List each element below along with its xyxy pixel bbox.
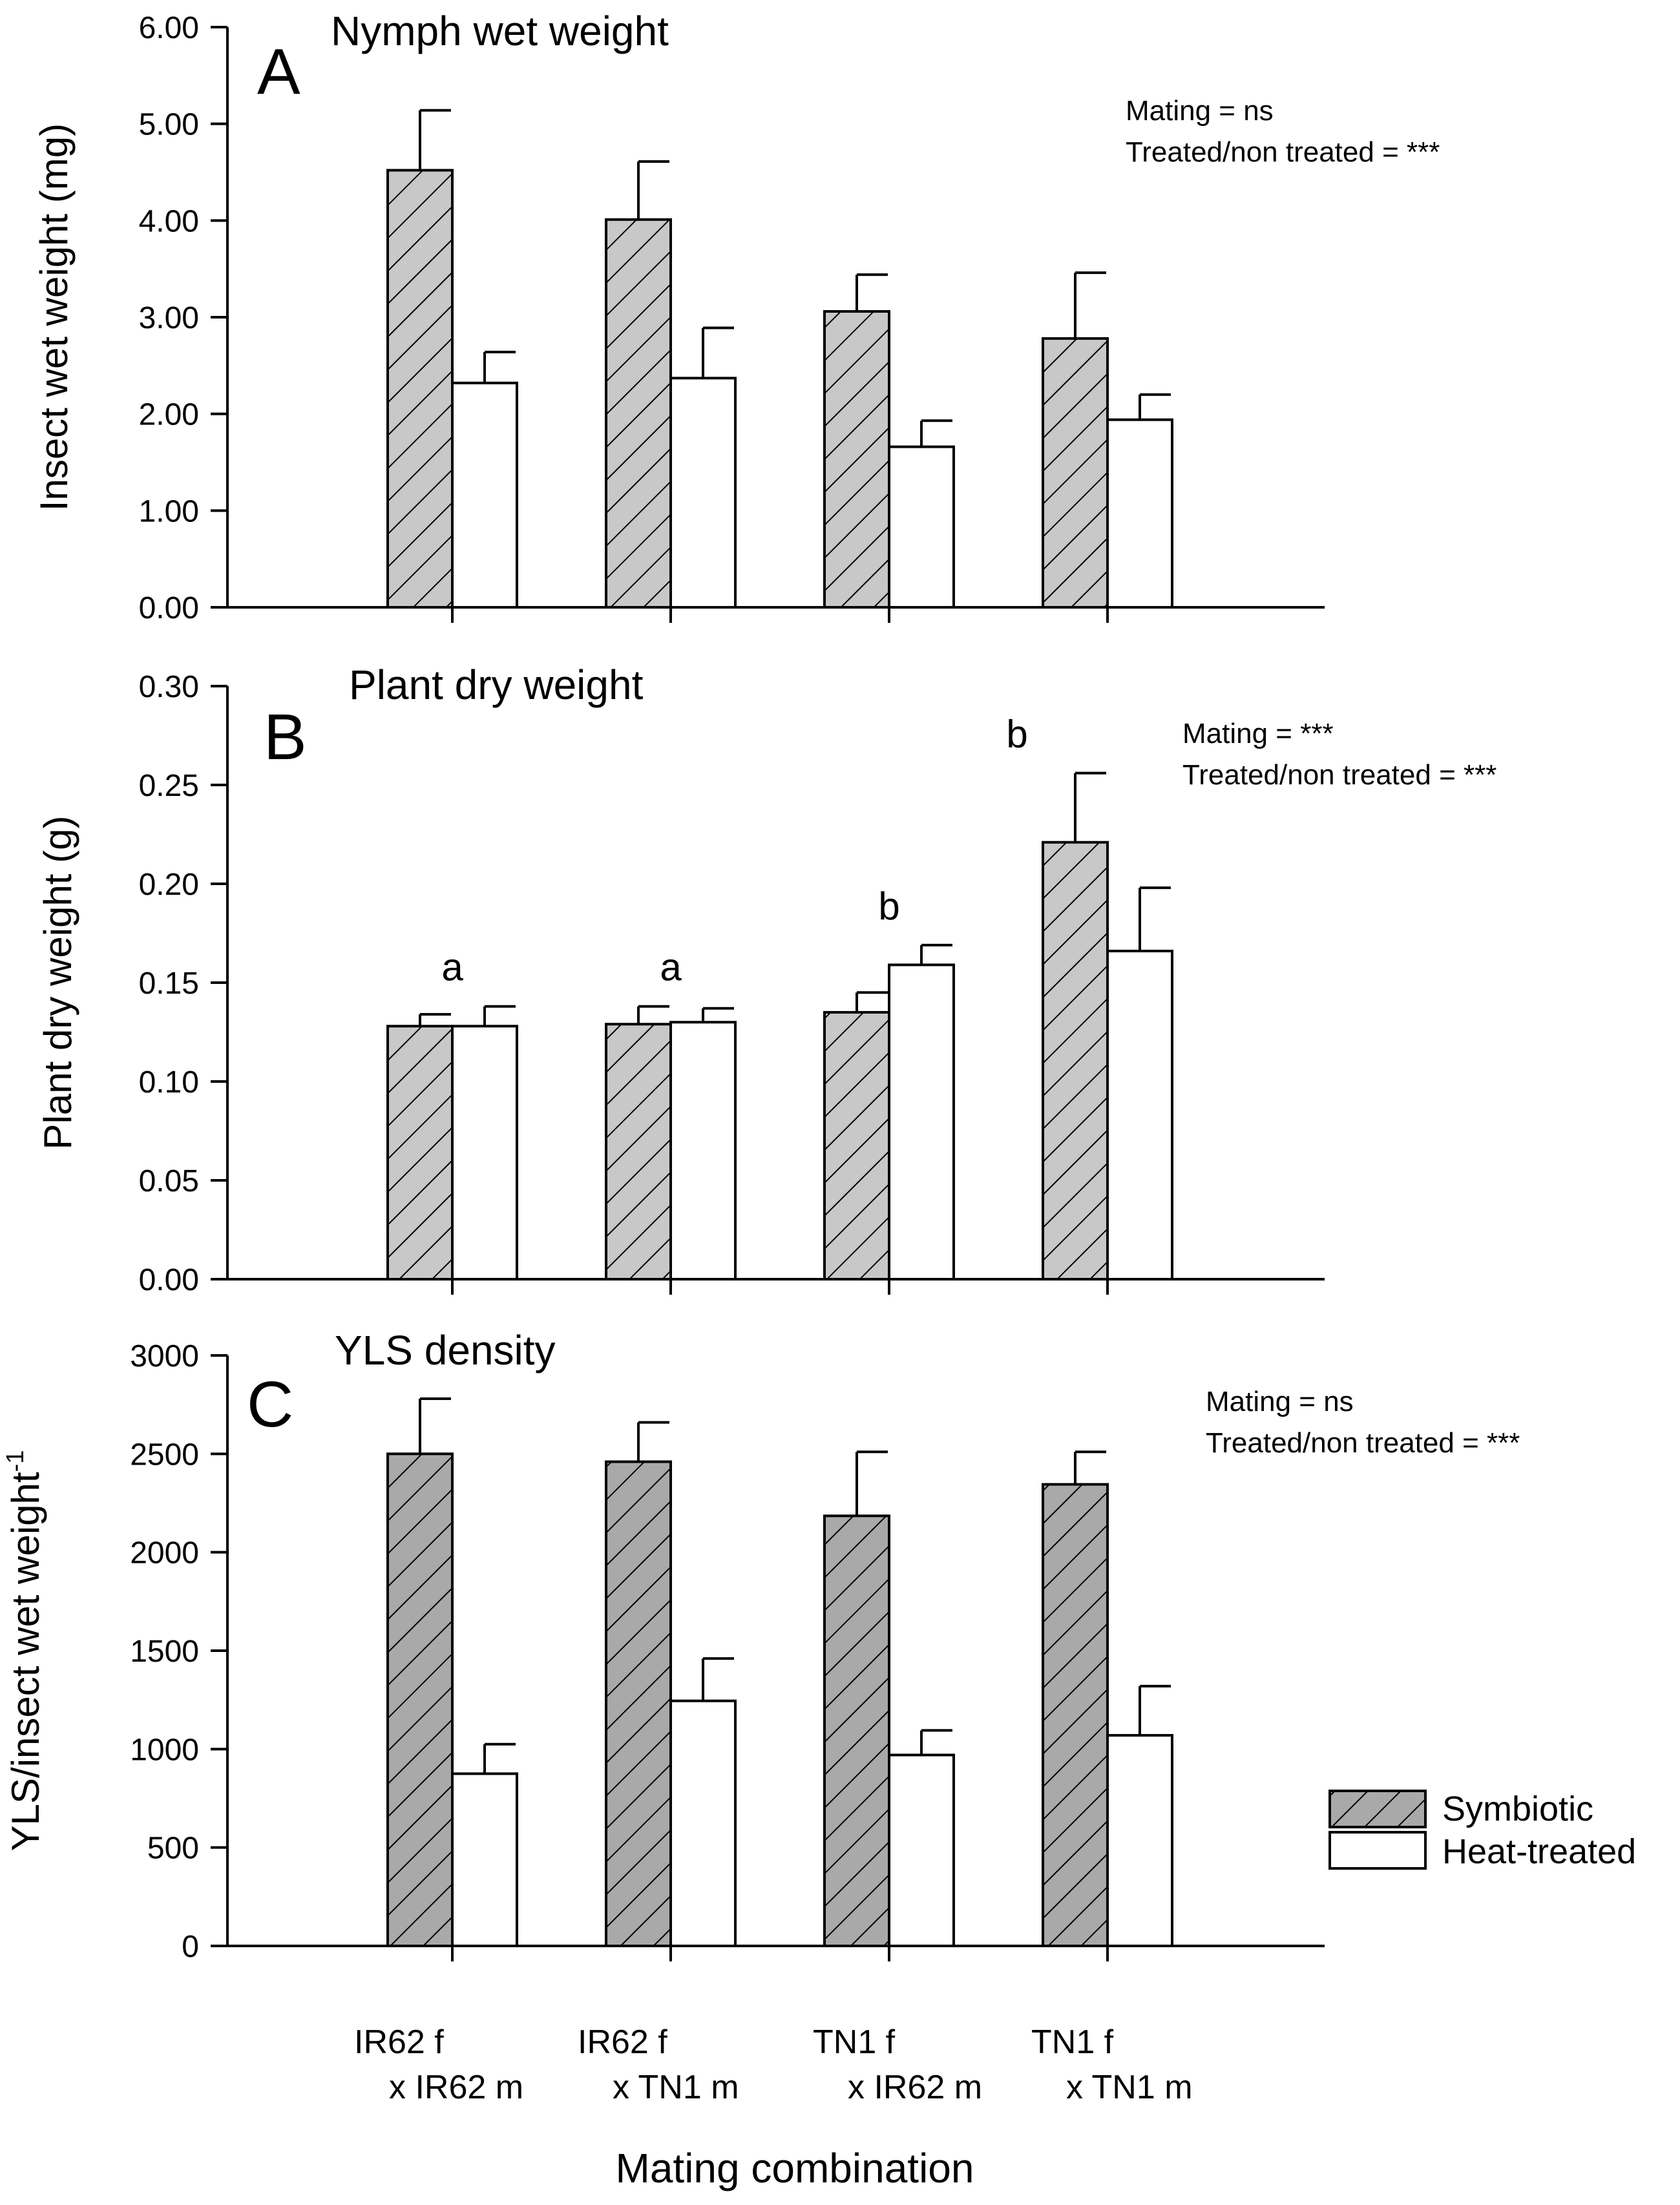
panel-c-stats-line: Mating = ns — [1206, 1386, 1354, 1417]
panel-c-y-tick-label: 2500 — [130, 1437, 199, 1472]
panel-b-y-tick-label: 0.05 — [139, 1164, 199, 1198]
panel-c-bar-heat-treated — [888, 1753, 955, 1948]
panel-b-significance-letter: a — [441, 946, 463, 989]
x-category-label-line2: x IR62 m — [389, 2069, 523, 2106]
panel-c-bar-symbiotic — [1042, 1483, 1109, 1947]
panel-c-y-axis-label: YLS/insect wet weight-1 — [2, 1450, 47, 1852]
panel-a-bar-symbiotic — [823, 310, 890, 609]
panel-a-y-tick-label: 2.00 — [139, 398, 199, 432]
panel-b-bar-symbiotic — [1042, 841, 1109, 1280]
panel-b-bar-heat-treated — [888, 963, 955, 1280]
panel-a-y-tick-label: 4.00 — [139, 204, 199, 238]
panel-b-title: Plant dry weight — [349, 662, 644, 708]
panel-b-letter: B — [264, 701, 307, 773]
panel-b-bar-symbiotic — [386, 1025, 454, 1280]
panel-a-y-tick-label: 3.00 — [139, 301, 199, 335]
panel-c-stats-line: Treated/non treated = *** — [1206, 1427, 1520, 1459]
panel-a-bar-symbiotic — [386, 169, 454, 609]
panel-b-significance-letter: b — [878, 884, 899, 928]
panel-a-bar-symbiotic — [605, 218, 672, 609]
panel-c-y-tick-label: 1000 — [130, 1733, 199, 1767]
panel-c-y-tick-label: 1500 — [130, 1635, 199, 1669]
panel-c-bar-symbiotic — [823, 1514, 890, 1947]
panel-b-y-tick-label: 0.00 — [139, 1263, 199, 1297]
panel-a-letter: A — [257, 36, 300, 108]
panel-a-y-axis-label: Insect wet weight (mg) — [32, 123, 76, 511]
panel-b-y-tick-label: 0.10 — [139, 1065, 199, 1100]
panel-a-bar-heat-treated — [1106, 418, 1173, 609]
panel-c-y-axis-label-superscript: -1 — [2, 1450, 29, 1472]
panel-a-bar-heat-treated — [669, 377, 737, 609]
legend-label-heat-treated: Heat-treated — [1442, 1832, 1636, 1871]
panel-c-y-tick-label: 0 — [182, 1930, 199, 1964]
panel-c-title: YLS density — [335, 1327, 556, 1374]
panel-c-y-tick-label: 3000 — [130, 1339, 199, 1374]
panel-b-stats-line: Treated/non treated = *** — [1182, 759, 1496, 791]
panel-c-letter: C — [247, 1368, 293, 1441]
x-category-labels: IR62 f x IR62 m IR62 f x TN1 m TN1 f x IR62 m… — [354, 2023, 1193, 2106]
panel-a-y-tick-label: 5.00 — [139, 108, 199, 142]
panel-a-bar-heat-treated — [888, 445, 955, 609]
legend-label-symbiotic: Symbiotic — [1442, 1790, 1593, 1828]
panel-b-significance-letter: a — [660, 946, 682, 989]
panel-b-bar-heat-treated — [1106, 950, 1173, 1281]
panel-b-bar-symbiotic — [823, 1010, 890, 1281]
panel-c-chart: 0 500 1000 1500 2000 2500 3000 C YLS density Mati… — [2, 1327, 1520, 1964]
panel-b-bar-heat-treated — [669, 1021, 737, 1280]
panel-b-stats-line: Mating = *** — [1182, 718, 1334, 749]
x-category-label-line2: x IR62 m — [848, 2069, 982, 2106]
panel-c-y-tick-label: 2000 — [130, 1536, 199, 1571]
x-category-label-line1: IR62 f — [354, 2023, 444, 2061]
panel-c-bar-heat-treated — [451, 1772, 518, 1948]
panel-a-y-tick-label: 0.00 — [139, 591, 199, 625]
panel-b-y-tick-label: 0.15 — [139, 967, 199, 1001]
panel-b-bar-symbiotic — [605, 1023, 672, 1280]
panel-a-title: Nymph wet weight — [331, 8, 669, 54]
panel-a-stats-line: Mating = ns — [1126, 95, 1274, 127]
panel-a-y-tick-label: 1.00 — [139, 494, 199, 528]
panel-b-significance-letter: b — [1006, 713, 1027, 756]
x-category-label-line1: IR62 f — [578, 2023, 667, 2061]
panel-b-chart: 0.00 0.05 0.10 0.15 0.20 0.25 0.30 a a b b B Plant d… — [36, 662, 1496, 1297]
panel-a-chart: 0.00 1.00 2.00 3.00 4.00 5.00 6.00 A Nymph wet w… — [32, 8, 1440, 625]
legend-swatch-symbiotic — [1328, 1790, 1427, 1828]
panel-b-y-tick-label: 0.30 — [139, 670, 199, 704]
panel-c-bar-symbiotic — [605, 1460, 672, 1947]
x-category-label-line2: x TN1 m — [1066, 2069, 1193, 2106]
panel-b-bar-heat-treated — [451, 1025, 518, 1280]
x-category-label-line1: TN1 f — [1031, 2023, 1114, 2061]
panel-a-bar-heat-treated — [451, 381, 518, 609]
panel-a-stats-line: Treated/non treated = *** — [1126, 136, 1440, 168]
panel-c-bar-heat-treated — [669, 1699, 737, 1947]
panel-c-bar-symbiotic — [386, 1452, 454, 1947]
panel-c-bar-heat-treated — [1106, 1734, 1173, 1947]
legend: Symbiotic Heat-treated — [1328, 1790, 1636, 1871]
x-axis-label: Mating combination — [616, 2145, 974, 2191]
legend-swatch-heat-treated — [1328, 1831, 1427, 1870]
panel-a-bar-symbiotic — [1042, 337, 1109, 609]
panel-b-y-axis-label: Plant dry weight (g) — [36, 816, 79, 1150]
panel-a-y-tick-label: 6.00 — [139, 11, 199, 45]
x-category-label-line2: x TN1 m — [613, 2069, 739, 2106]
panel-b-y-tick-label: 0.20 — [139, 868, 199, 902]
x-category-label-line1: TN1 f — [813, 2023, 896, 2061]
panel-c-y-tick-label: 500 — [147, 1832, 199, 1866]
panel-b-y-tick-label: 0.25 — [139, 769, 199, 803]
